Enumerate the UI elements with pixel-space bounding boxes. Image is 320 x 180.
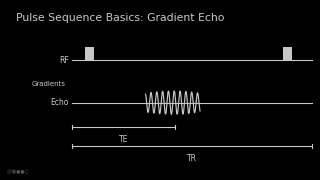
Text: ◎/◉●●○: ◎/◉●●○ <box>6 168 29 173</box>
Bar <box>283 47 292 60</box>
Bar <box>85 47 94 60</box>
Text: Echo: Echo <box>51 98 69 107</box>
Text: TR: TR <box>187 154 197 163</box>
Text: TE: TE <box>119 135 128 144</box>
Text: Pulse Sequence Basics: Gradient Echo: Pulse Sequence Basics: Gradient Echo <box>16 13 225 23</box>
Text: Gradients: Gradients <box>32 81 66 87</box>
Text: RF: RF <box>59 56 69 65</box>
